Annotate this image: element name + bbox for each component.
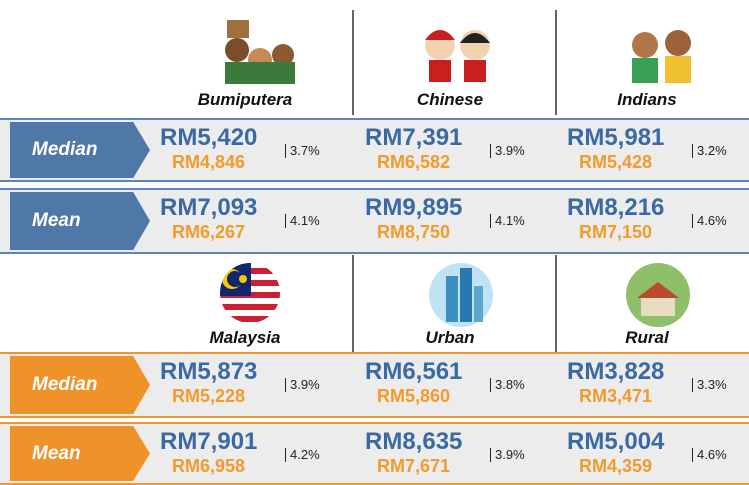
row-label: Median: [10, 356, 150, 414]
growth-rate: 3.9%: [285, 378, 320, 392]
previous-value: RM7,150: [579, 222, 653, 242]
current-value: RM7,901: [160, 428, 258, 455]
urban-icon: [429, 263, 493, 327]
current-value: RM8,635: [365, 428, 463, 455]
column-header: Chinese: [416, 90, 484, 109]
growth-rate: 3.2%: [692, 144, 727, 158]
bumiputera-icon: [225, 20, 295, 84]
current-value: RM9,895: [365, 194, 463, 221]
current-value: RM5,004: [567, 428, 665, 455]
column-header: Malaysia: [209, 328, 281, 347]
growth-rate: 3.9%: [490, 448, 525, 462]
growth-rate: 3.9%: [490, 144, 525, 158]
rural-icon: [626, 263, 690, 327]
chinese-icon: [425, 30, 490, 82]
previous-value: RM5,428: [579, 152, 653, 172]
growth-rate: 4.1%: [285, 214, 320, 228]
previous-value: RM4,359: [579, 456, 653, 476]
previous-value: RM7,671: [377, 456, 451, 476]
growth-rate: 4.1%: [490, 214, 525, 228]
previous-value: RM6,582: [377, 152, 451, 172]
column-header: Bumiputera: [197, 90, 293, 109]
data-row: Median RM5,873 RM5,228 3.9% RM6,561 RM5,860 3.…: [0, 352, 749, 418]
current-value: RM5,873: [160, 358, 258, 385]
growth-rate: 4.6%: [692, 214, 727, 228]
malaysia-flag-icon: [220, 263, 280, 323]
column-divider: [352, 255, 354, 352]
current-value: RM5,981: [567, 124, 665, 151]
current-value: RM8,216: [567, 194, 665, 221]
growth-rate: 3.7%: [285, 144, 320, 158]
indians-icon: [632, 30, 691, 83]
previous-value: RM5,228: [172, 386, 246, 406]
data-row: Mean RM7,093 RM6,267 4.1% RM9,895 RM8,750 4.1%…: [0, 188, 749, 254]
previous-value: RM3,471: [579, 386, 653, 406]
current-value: RM7,093: [160, 194, 258, 221]
column-divider: [555, 255, 557, 352]
previous-value: RM6,958: [172, 456, 246, 476]
current-value: RM5,420: [160, 124, 258, 151]
growth-rate: 3.8%: [490, 378, 525, 392]
column-header: Rural: [625, 328, 669, 347]
previous-value: RM5,860: [377, 386, 451, 406]
growth-rate: 4.2%: [285, 448, 320, 462]
current-value: RM6,561: [365, 358, 463, 385]
row-label: Mean: [10, 426, 150, 481]
growth-rate: 4.6%: [692, 448, 727, 462]
column-header: Urban: [425, 328, 475, 347]
current-value: RM3,828: [567, 358, 665, 385]
row-label: Median: [10, 122, 150, 178]
data-row: Median RM5,420 RM4,846 3.7% RM7,391 RM6,582 3.…: [0, 118, 749, 182]
row-label: Mean: [10, 192, 150, 250]
previous-value: RM6,267: [172, 222, 246, 242]
column-divider: [352, 10, 354, 115]
column-divider: [555, 10, 557, 115]
previous-value: RM8,750: [377, 222, 451, 242]
previous-value: RM4,846: [172, 152, 246, 172]
current-value: RM7,391: [365, 124, 463, 151]
column-header: Indians: [617, 90, 677, 109]
growth-rate: 3.3%: [692, 378, 727, 392]
data-row: Mean RM7,901 RM6,958 4.2% RM8,635 RM7,671 3.9%…: [0, 422, 749, 485]
